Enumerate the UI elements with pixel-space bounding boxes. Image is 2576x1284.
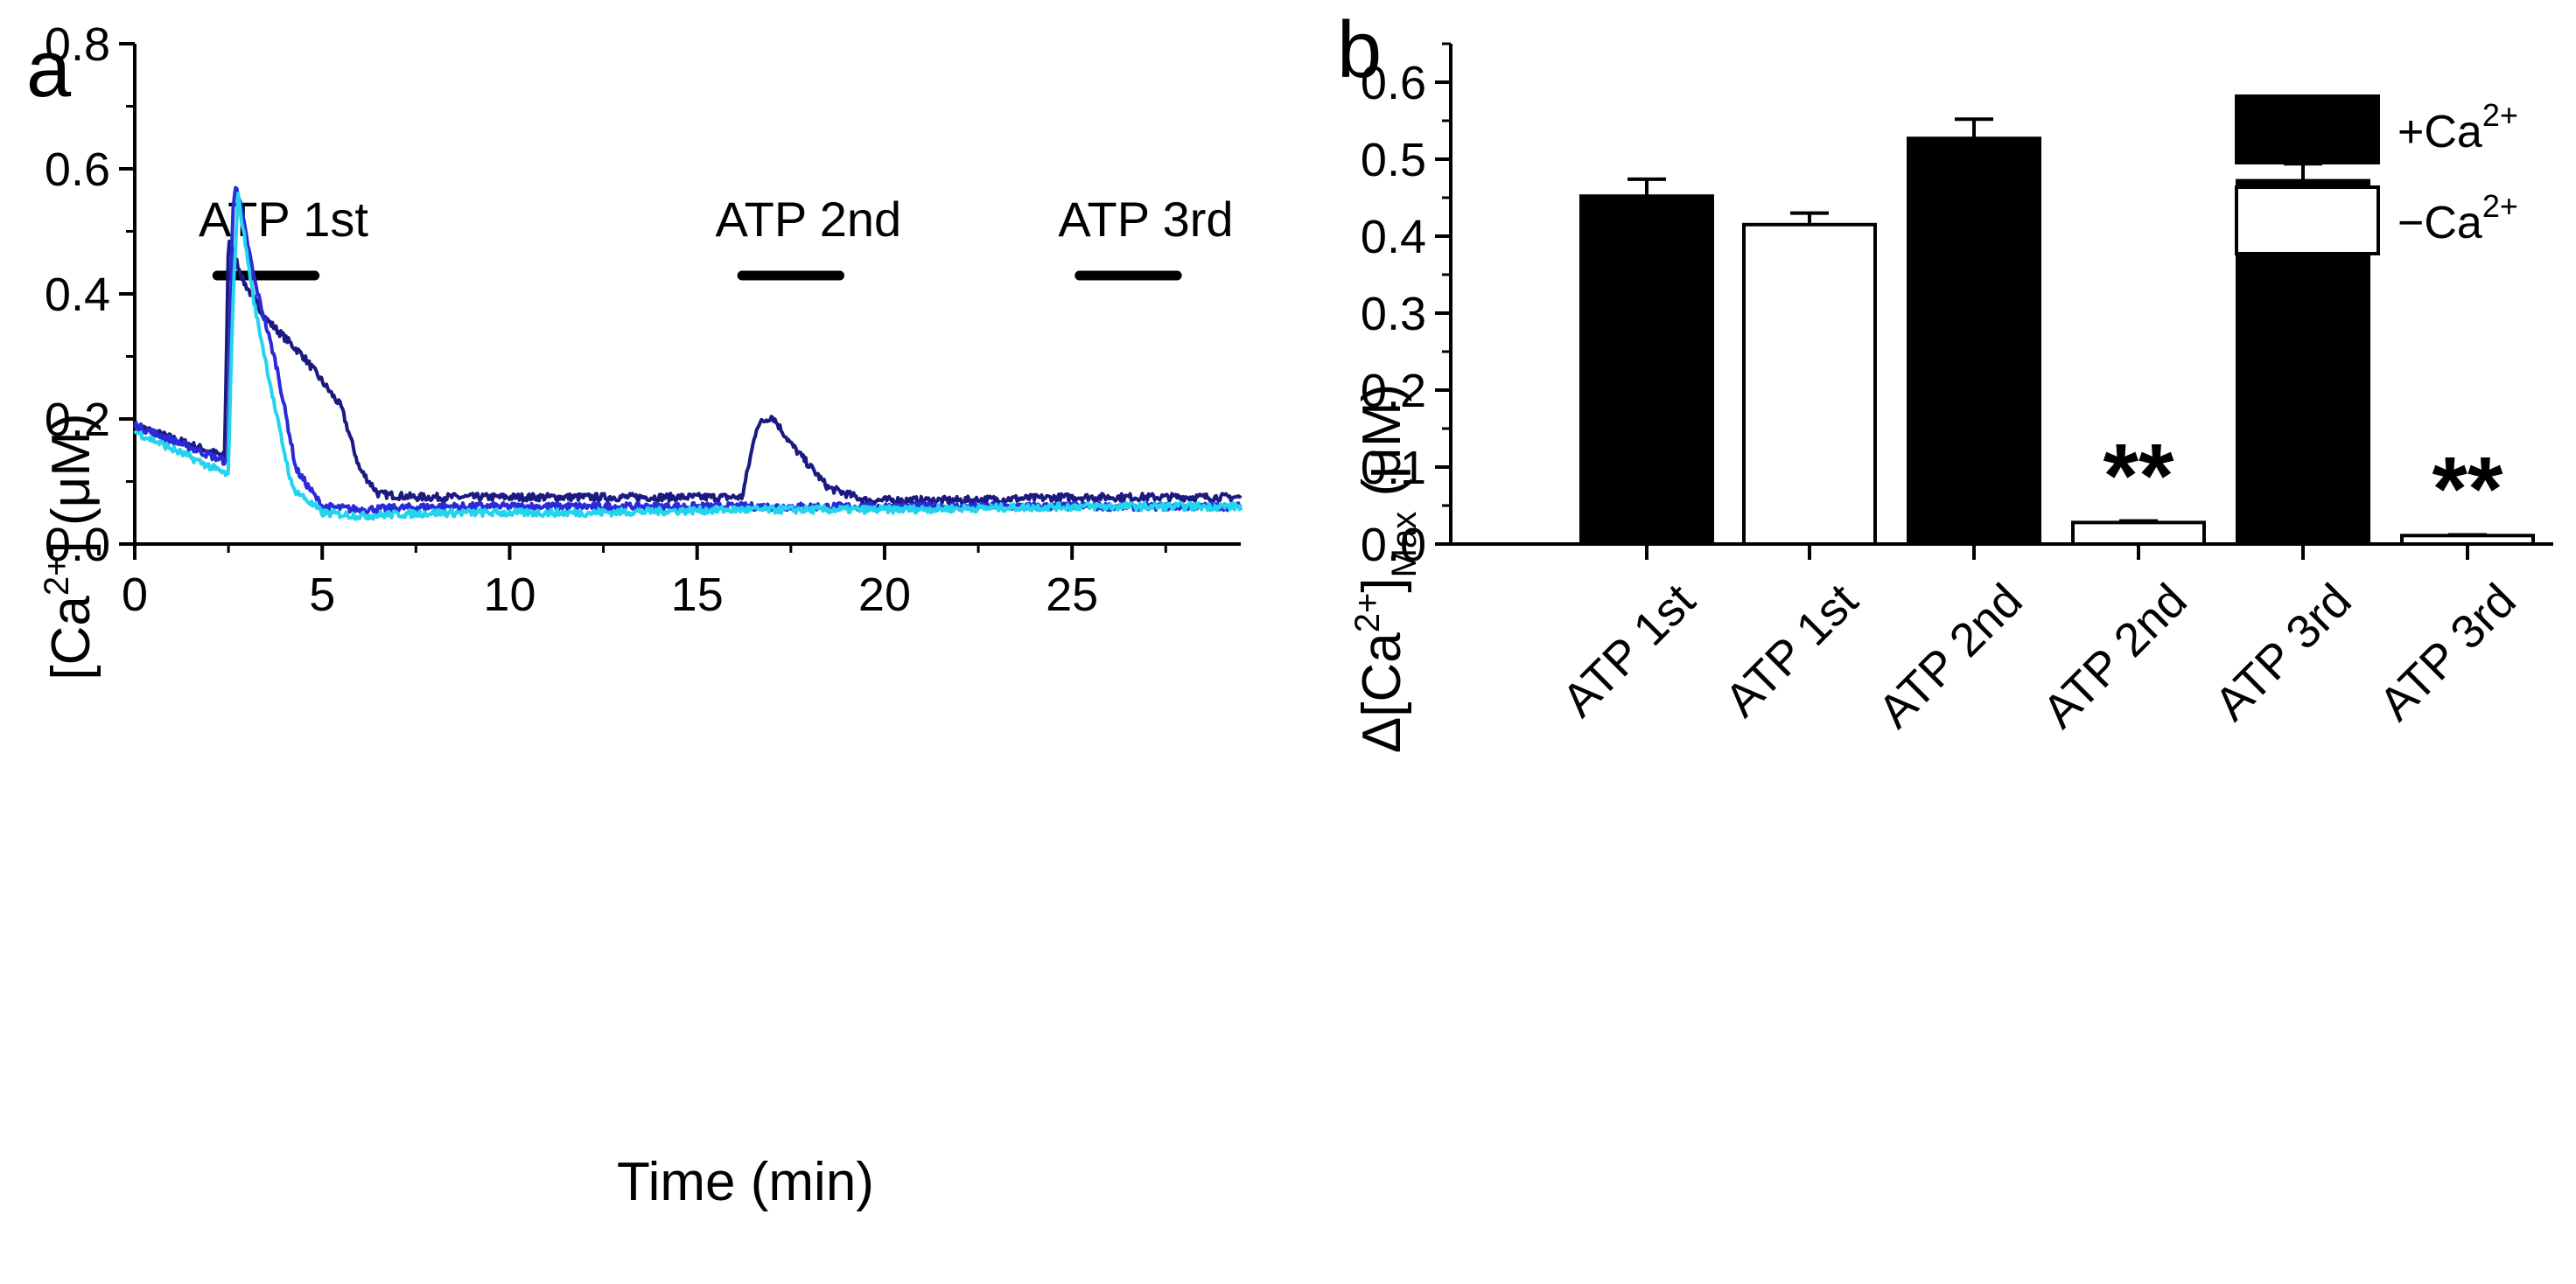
legend-swatch-plus-ca: [2235, 94, 2380, 164]
bar-4: [2071, 520, 2206, 546]
panel-b-y-tick-label: 0.1: [1361, 442, 1426, 494]
bar-6: [2400, 534, 2535, 547]
panel-b-ticks: 0.0 0.1 0.2 0.3 0.4 0.5 0.6: [1361, 42, 2469, 571]
category-label: ATP 3rd: [2370, 574, 2526, 730]
stimulus-label-2: ATP 2nd: [715, 192, 901, 247]
panel-a-axes: [133, 44, 1241, 546]
panel-a-x-tick-label: 20: [858, 569, 911, 621]
significance-mark: **: [2104, 425, 2174, 527]
panel-a-y-tick-label: 0.0: [45, 519, 110, 571]
panel-a-trace-3: [133, 192, 1242, 521]
panel-a-letter: a: [26, 24, 72, 114]
panel-a-y-tick-label: 0.2: [45, 394, 110, 446]
stimulus-label-1: ATP 1st: [199, 192, 368, 247]
panel-a-traces: [133, 185, 1242, 521]
panel-b-y-tick-label: 0.5: [1361, 134, 1426, 186]
panel-b-y-tick-label: 0.4: [1361, 211, 1426, 263]
category-label: ATP 1st: [1552, 574, 1705, 727]
panel-b-y-tick-label: 0.2: [1361, 365, 1426, 417]
legend-swatch-minus-ca: [2235, 185, 2380, 255]
bar-3: [1907, 136, 2041, 547]
panel-a-y-tick-label: 0.6: [45, 143, 110, 196]
panel-a-y-tick-label: 0.8: [45, 18, 110, 71]
legend-label-minus-ca: −Ca2+: [2398, 188, 2518, 248]
panel-b-y-tick-label: 0.0: [1361, 519, 1426, 571]
panel-a-y-axis-title: [Ca2+] (μM): [38, 413, 102, 680]
panel-b-category-labels: ATP 1st ATP 1st ATP 2nd ATP 2nd ATP 3rd ATP 3…: [1552, 574, 2526, 737]
panel-a-y-tick-label: 0.4: [45, 269, 110, 321]
bar-1: [1579, 194, 1714, 547]
panel-b-y-axis-title: Δ[Ca2+]Max (μM): [1348, 384, 1424, 753]
panel-a-x-axis-title: Time (min): [617, 1152, 874, 1212]
significance-mark: **: [2432, 438, 2503, 540]
stimulus-label-3: ATP 3rd: [1058, 192, 1233, 247]
panel-b-legend: +Ca2+ −Ca2+: [2235, 94, 2518, 255]
legend-label-plus-ca: +Ca2+: [2398, 97, 2518, 157]
category-label: ATP 1st: [1715, 574, 1868, 727]
panel-b-letter: b: [1337, 5, 1382, 94]
category-label: ATP 2nd: [2033, 574, 2196, 737]
category-label: ATP 3rd: [2205, 574, 2362, 730]
panel-a-x-tick-label: 5: [309, 569, 335, 621]
bar-2: [1742, 222, 1877, 546]
panel-a-ticks: 0.0 0.2 0.4 0.6 0.8 0 5 10 15 20 25: [45, 18, 1167, 621]
panel-a-stimulus-bars: ATP 1st ATP 2nd ATP 3rd: [199, 192, 1234, 281]
panel-a-x-tick-label: 15: [671, 569, 724, 621]
panel-a-trace-1: [133, 239, 1242, 506]
panel-b-y-tick-label: 0.3: [1361, 288, 1426, 340]
panel-a-x-tick-label: 25: [1046, 569, 1098, 621]
panel-b-chart: b 0.00.10.20.30.40.50.6 ** ** ATP 1st ATP …: [1337, 5, 2553, 753]
panel-b-y-tick-label: 0.6: [1361, 57, 1426, 109]
panel-a-chart: a 0.0 0.2 0.4 0.6 0.8 0 5 10 15 20 25 ATP 1st ATP 2…: [26, 18, 1242, 1212]
category-label: ATP 2nd: [1868, 574, 2032, 737]
panel-a-x-tick-label: 10: [483, 569, 536, 621]
panel-a-x-tick-label: 0: [122, 569, 148, 621]
panel-b-bars: ** **: [1579, 117, 2535, 547]
